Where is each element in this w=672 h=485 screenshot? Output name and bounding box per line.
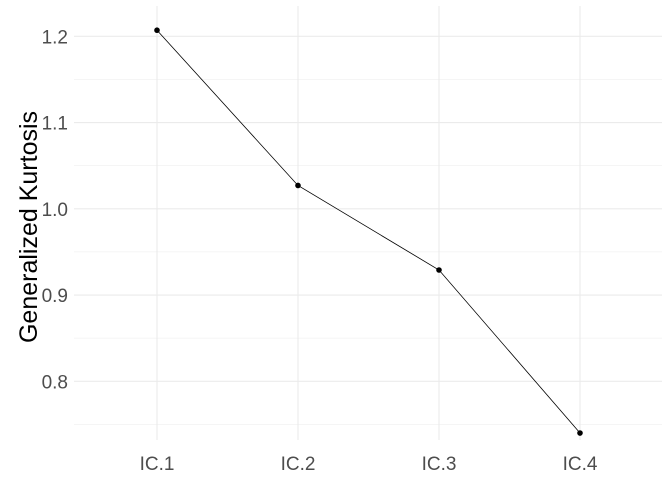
y-tick-labels: 0.8 0.9 1.0 1.1 1.2: [42, 27, 68, 393]
series-line: [156, 29, 581, 434]
data-point: [295, 182, 301, 189]
x-tick-labels: IC.1 IC.2 IC.3 IC.4: [140, 454, 598, 475]
y-tick-label: 1.0: [42, 200, 68, 221]
data-point: [577, 430, 583, 436]
y-tick-label: 0.8: [42, 372, 68, 393]
data-point: [154, 27, 160, 34]
x-tick-label: IC.1: [140, 454, 175, 475]
major-gridlines: [74, 6, 662, 440]
minor-gridlines: [74, 79, 662, 425]
y-tick-label: 0.9: [42, 286, 68, 307]
x-tick-label: IC.2: [281, 454, 316, 475]
x-tick-label: IC.3: [422, 454, 457, 475]
series-layer: [154, 27, 583, 436]
data-point: [436, 267, 442, 273]
y-axis-title: Generalized Kurtosis: [15, 111, 43, 343]
x-tick-label: IC.4: [563, 454, 598, 475]
y-tick-label: 1.1: [42, 114, 68, 135]
y-tick-label: 1.2: [42, 27, 68, 48]
